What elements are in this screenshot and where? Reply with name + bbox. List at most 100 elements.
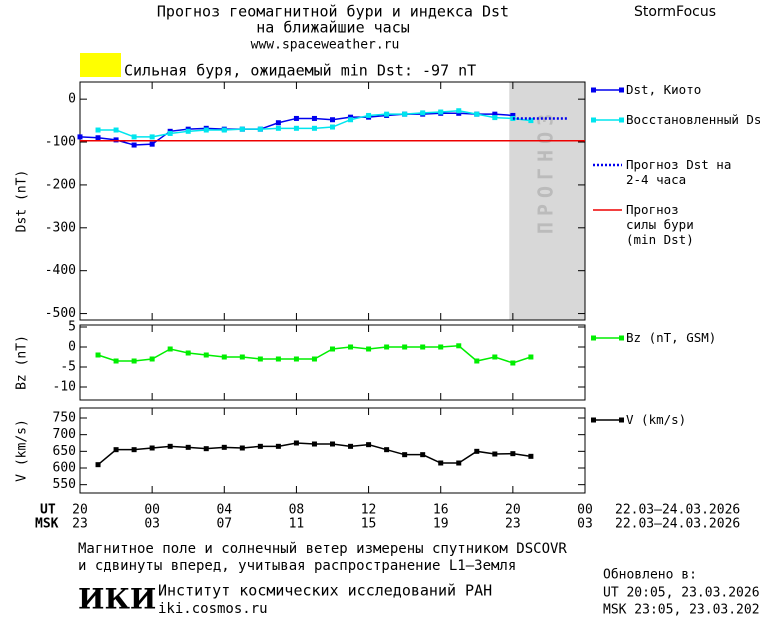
point <box>293 440 299 446</box>
frame <box>79 81 586 321</box>
ut-label: UT <box>40 503 56 518</box>
legend-swatch <box>619 117 624 123</box>
legend-swatch <box>591 417 596 423</box>
frame <box>79 324 586 401</box>
point <box>221 127 227 133</box>
point <box>185 350 191 356</box>
x-tick-label: 00 <box>144 503 160 518</box>
point <box>131 142 137 148</box>
y-axis-label: V (km/s) <box>15 419 30 482</box>
y-tick-label: 700 <box>53 427 76 442</box>
y-tick-label: -300 <box>45 220 76 235</box>
series-line <box>98 109 531 138</box>
point <box>167 130 173 136</box>
msk-label: MSK <box>35 517 59 532</box>
y-tick-label: -200 <box>45 177 76 192</box>
x-tick-label-msk: 03 <box>577 517 593 532</box>
point <box>348 344 354 350</box>
logo: ИКИ <box>78 583 156 616</box>
point <box>311 115 317 121</box>
point <box>420 110 426 116</box>
x-tick-label: 16 <box>433 503 449 518</box>
x-tick-label: 20 <box>72 503 88 518</box>
updated: UT 20:05, 23.03.2026 <box>603 586 760 601</box>
point <box>420 344 426 350</box>
point <box>221 444 227 450</box>
x-tick-label-msk: 19 <box>433 517 449 532</box>
point <box>77 134 83 140</box>
institute: Институт космических исследований РАН <box>158 582 492 600</box>
point <box>348 117 354 123</box>
point <box>221 354 227 360</box>
point <box>528 354 534 360</box>
point <box>149 141 155 147</box>
point <box>293 125 299 131</box>
point <box>257 443 263 449</box>
point <box>474 448 480 454</box>
x-tick-label-msk: 03 <box>144 517 160 532</box>
y-tick-label: -400 <box>45 263 76 278</box>
point <box>510 112 516 118</box>
point <box>492 115 498 121</box>
point <box>330 441 335 447</box>
legend-swatch <box>619 335 624 341</box>
point <box>275 443 281 449</box>
point <box>203 127 209 133</box>
point <box>95 352 101 358</box>
point <box>330 124 335 130</box>
y-tick-label: 5 <box>68 320 76 335</box>
legend-label: Bz (nT, GSM) <box>626 330 717 345</box>
point <box>149 134 155 140</box>
x-tick-label: 12 <box>361 503 377 518</box>
point <box>131 134 137 140</box>
point <box>366 346 372 352</box>
point <box>510 451 516 457</box>
legend-swatch <box>591 87 596 93</box>
y-tick-label: 550 <box>53 477 76 492</box>
legend-label: Прогноз силы бури (min Dst) <box>626 202 694 247</box>
y-tick-label: 650 <box>53 444 76 459</box>
title: Прогноз геомагнитной бури и индекса Dst <box>157 3 509 21</box>
legend-swatch <box>591 335 596 341</box>
y-tick-label: 0 <box>68 340 76 355</box>
brand: StormFocus <box>634 4 716 20</box>
point <box>384 447 390 453</box>
y-tick-label: -100 <box>45 135 76 150</box>
point <box>456 108 462 114</box>
point <box>239 354 245 360</box>
legend-swatch <box>591 117 596 123</box>
x-tick-label-msk: 23 <box>72 517 88 532</box>
point <box>113 358 119 364</box>
note: и сдвинуты вперед, учитывая распростране… <box>78 558 516 574</box>
point <box>384 111 390 117</box>
y-tick-label: 750 <box>53 411 76 426</box>
point <box>420 452 426 458</box>
point <box>95 127 101 133</box>
point <box>95 135 101 141</box>
point <box>438 460 444 466</box>
x-tick-label-msk: 11 <box>289 517 305 532</box>
point <box>275 120 281 126</box>
forecast-label: ПРОГНОЗ <box>534 108 558 234</box>
x-tick-label: 20 <box>505 503 521 518</box>
point <box>131 358 137 364</box>
note: Магнитное поле и солнечный ветер измерен… <box>78 541 567 557</box>
point <box>167 346 173 352</box>
range: 22.03–24.03.2026 <box>615 517 740 532</box>
point <box>348 443 354 449</box>
x-tick-label-msk: 07 <box>216 517 232 532</box>
point <box>492 354 498 360</box>
point <box>203 446 209 452</box>
point <box>113 127 119 133</box>
x-tick-label-msk: 23 <box>505 517 521 532</box>
point <box>528 118 534 124</box>
point <box>257 126 263 132</box>
point <box>474 111 480 117</box>
point <box>366 112 372 118</box>
point <box>456 343 462 349</box>
point <box>149 356 155 362</box>
updated: Обновлено в: <box>603 568 697 583</box>
x-tick-label: 08 <box>289 503 305 518</box>
point <box>366 442 372 448</box>
point <box>330 117 335 123</box>
